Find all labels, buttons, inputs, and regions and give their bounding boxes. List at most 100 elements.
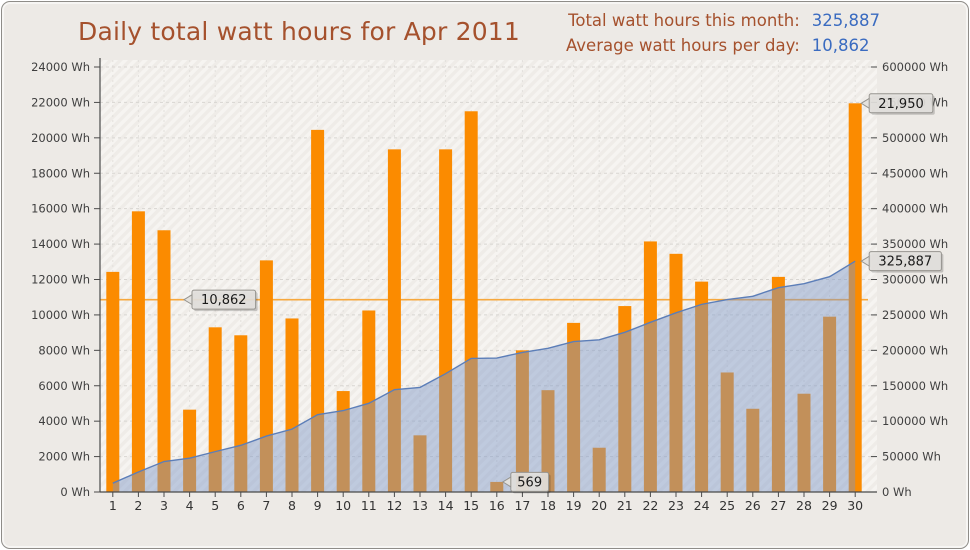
bar-day-18[interactable] — [541, 390, 555, 492]
svg-text:24000 Wh: 24000 Wh — [31, 60, 90, 74]
svg-text:5: 5 — [211, 498, 219, 513]
chart-title: Daily total watt hours for Apr 2011 — [78, 17, 521, 46]
svg-text:200000 Wh: 200000 Wh — [882, 343, 948, 357]
bar-day-8[interactable] — [285, 318, 299, 492]
svg-text:50000 Wh: 50000 Wh — [882, 450, 941, 464]
svg-text:22: 22 — [642, 498, 658, 513]
svg-text:100000 Wh: 100000 Wh — [882, 414, 948, 428]
average-day-label: Average watt hours per day: — [565, 35, 800, 55]
bar-day-29[interactable] — [823, 316, 837, 492]
x-axis-labels: 1 2 3 4 5 6 7 8 9 10 11 12 13 14 15 16 17 18 19 20 21 22 23 24 2… — [109, 492, 863, 513]
bar-day-6[interactable] — [234, 335, 248, 492]
svg-text:300000 Wh: 300000 Wh — [882, 273, 948, 287]
average-day-value: 10,862 — [811, 35, 870, 55]
summary-stats: Total watt hours this month: 325,887 Ave… — [566, 11, 880, 56]
svg-text:3: 3 — [160, 498, 168, 513]
bar-day-12[interactable] — [387, 149, 401, 492]
bar-day-4[interactable] — [183, 409, 197, 492]
bar-day-30[interactable] — [848, 103, 862, 492]
svg-text:325,887: 325,887 — [878, 255, 932, 270]
bar-day-16[interactable] — [490, 481, 504, 492]
svg-text:18: 18 — [540, 498, 556, 513]
svg-text:10: 10 — [335, 498, 351, 513]
bar-day-17[interactable] — [515, 350, 529, 492]
svg-text:30: 30 — [847, 498, 863, 513]
svg-text:23: 23 — [668, 498, 684, 513]
bar-day-7[interactable] — [259, 260, 273, 492]
svg-text:0 Wh: 0 Wh — [882, 485, 912, 499]
svg-text:19: 19 — [566, 498, 582, 513]
bar-day-15[interactable] — [464, 111, 478, 492]
tooltip-569: 569 — [501, 471, 551, 494]
bar-day-11[interactable] — [362, 310, 376, 492]
bar-day-28[interactable] — [797, 393, 811, 492]
average-tooltip: 10,862 — [183, 289, 258, 312]
right-axis-labels: 0 Wh 50000 Wh 100000 Wh 150000 Wh 200000 Wh 2… — [871, 60, 948, 499]
bar-day-3[interactable] — [157, 230, 171, 493]
svg-text:14: 14 — [438, 498, 454, 513]
svg-text:16: 16 — [489, 498, 505, 513]
svg-text:28: 28 — [796, 498, 812, 513]
svg-text:18000 Wh: 18000 Wh — [31, 166, 90, 180]
svg-text:14000 Wh: 14000 Wh — [31, 237, 90, 251]
svg-text:4: 4 — [186, 498, 194, 513]
svg-text:15: 15 — [463, 498, 479, 513]
left-axis-labels: 0 Wh 2000 Wh 4000 Wh 6000 Wh 8000 Wh 10000 Wh… — [31, 60, 100, 499]
svg-text:569: 569 — [517, 475, 542, 490]
bar-day-20[interactable] — [592, 447, 606, 492]
svg-text:2000 Wh: 2000 Wh — [38, 450, 90, 464]
svg-text:7: 7 — [262, 498, 270, 513]
bar-day-22[interactable] — [643, 241, 657, 492]
svg-text:0 Wh: 0 Wh — [60, 485, 90, 499]
svg-text:27: 27 — [770, 498, 786, 513]
svg-text:350000 Wh: 350000 Wh — [882, 237, 948, 251]
svg-text:12000 Wh: 12000 Wh — [31, 273, 90, 287]
cumulative-line[interactable] — [112, 260, 856, 484]
svg-text:4000 Wh: 4000 Wh — [38, 414, 90, 428]
tooltip-325887: 325,887 — [860, 251, 944, 273]
svg-text:8: 8 — [288, 498, 296, 513]
total-month-value: 325,887 — [811, 11, 880, 30]
svg-text:24: 24 — [694, 498, 710, 513]
svg-text:17: 17 — [514, 498, 530, 513]
bar-day-13[interactable] — [413, 435, 427, 492]
svg-text:16000 Wh: 16000 Wh — [31, 202, 90, 216]
svg-text:6: 6 — [237, 498, 245, 513]
bar-day-10[interactable] — [336, 391, 350, 492]
svg-text:500000 Wh: 500000 Wh — [882, 131, 948, 145]
svg-text:11: 11 — [361, 498, 377, 513]
bar-day-19[interactable] — [567, 322, 581, 492]
bar-day-25[interactable] — [720, 372, 734, 492]
svg-text:8000 Wh: 8000 Wh — [38, 343, 90, 357]
svg-text:600000 Wh: 600000 Wh — [882, 60, 948, 74]
svg-text:20000 Wh: 20000 Wh — [31, 131, 90, 145]
svg-text:10000 Wh: 10000 Wh — [31, 308, 90, 322]
bar-day-1[interactable] — [106, 271, 120, 492]
svg-text:10,862: 10,862 — [201, 293, 247, 308]
daily-bars — [106, 103, 862, 493]
svg-text:1: 1 — [109, 498, 117, 513]
bar-day-24[interactable] — [695, 281, 709, 492]
axes — [99, 58, 877, 493]
svg-text:20: 20 — [591, 498, 607, 513]
svg-text:21,950: 21,950 — [878, 97, 924, 112]
bar-day-26[interactable] — [746, 408, 760, 492]
svg-text:22000 Wh: 22000 Wh — [31, 95, 90, 109]
svg-text:2: 2 — [134, 498, 142, 513]
bar-day-9[interactable] — [311, 129, 325, 493]
svg-text:26: 26 — [745, 498, 761, 513]
svg-text:400000 Wh: 400000 Wh — [882, 202, 948, 216]
svg-text:6000 Wh: 6000 Wh — [38, 379, 90, 393]
cumulative-area[interactable] — [112, 261, 856, 492]
bar-day-21[interactable] — [618, 306, 632, 492]
svg-text:29: 29 — [822, 498, 838, 513]
bar-day-2[interactable] — [131, 211, 145, 492]
svg-text:150000 Wh: 150000 Wh — [882, 379, 948, 393]
svg-text:12: 12 — [386, 498, 402, 513]
svg-text:25: 25 — [719, 498, 735, 513]
bar-day-27[interactable] — [771, 276, 785, 492]
tooltip-21950: 21,950 — [860, 93, 935, 115]
bar-day-14[interactable] — [439, 149, 453, 492]
svg-text:9: 9 — [314, 498, 322, 513]
